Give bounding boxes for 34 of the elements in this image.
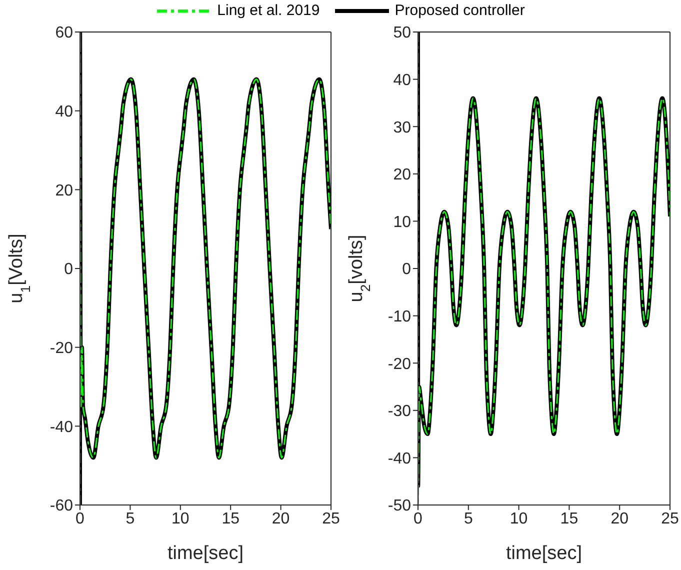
y-tick-label: 40 [393, 72, 412, 89]
y-tick-label: -60 [50, 498, 74, 515]
x-tick-label: 20 [272, 510, 290, 528]
x-axis-title: time[sec] [506, 543, 582, 564]
y-tick-label: 60 [55, 24, 74, 42]
legend-label: Proposed controller [394, 2, 525, 19]
legend-label: Ling et al. 2019 [217, 2, 320, 19]
y-tick-label: -50 [388, 498, 412, 515]
y-tick-label: 0 [64, 261, 74, 278]
x-axis-title: time[sec] [167, 543, 244, 564]
y-tick-label: 20 [393, 166, 412, 184]
x-tick-label: 25 [322, 510, 340, 528]
y-tick-label: 10 [393, 214, 412, 231]
x-tick-label: 5 [464, 510, 473, 528]
x-tick-label: 25 [661, 510, 679, 528]
y-tick-label: -30 [388, 403, 412, 420]
y-tick-label: -40 [388, 450, 412, 468]
x-tick-label: 5 [126, 510, 135, 528]
y-tick-label: -40 [50, 418, 74, 436]
x-tick-label: 20 [610, 510, 629, 528]
y-tick-label: 20 [55, 182, 74, 200]
x-tick-label: 10 [510, 510, 528, 528]
y-tick-label: -20 [50, 340, 74, 358]
x-tick-label: 0 [76, 510, 85, 528]
y-tick-label: -10 [388, 308, 412, 326]
x-tick-label: 0 [414, 510, 423, 528]
y-tick-label: 30 [393, 119, 412, 136]
y-tick-label: 40 [55, 104, 74, 121]
x-tick-label: 15 [222, 510, 240, 528]
y-tick-label: 50 [393, 24, 412, 42]
y-tick-label: -20 [388, 356, 412, 373]
x-tick-label: 10 [172, 510, 190, 528]
y-tick-label: 0 [402, 261, 412, 278]
x-tick-label: 15 [560, 510, 578, 528]
